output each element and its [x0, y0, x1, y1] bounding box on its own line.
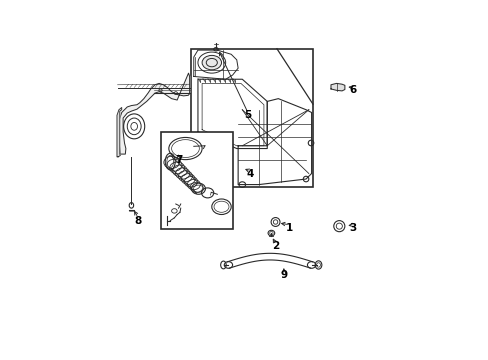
Text: 3: 3: [349, 222, 356, 233]
Text: 9: 9: [280, 270, 287, 280]
Polygon shape: [330, 84, 344, 91]
Polygon shape: [119, 73, 189, 154]
Text: 8: 8: [135, 216, 142, 226]
Text: 2: 2: [271, 241, 279, 251]
Polygon shape: [117, 108, 122, 157]
Bar: [191, 49, 312, 187]
Bar: [160, 132, 232, 229]
Text: 6: 6: [349, 85, 356, 95]
Text: 1: 1: [285, 222, 292, 233]
Text: 7: 7: [175, 155, 182, 165]
Text: 5: 5: [244, 110, 251, 120]
Text: 4: 4: [246, 169, 254, 179]
Ellipse shape: [202, 55, 221, 70]
